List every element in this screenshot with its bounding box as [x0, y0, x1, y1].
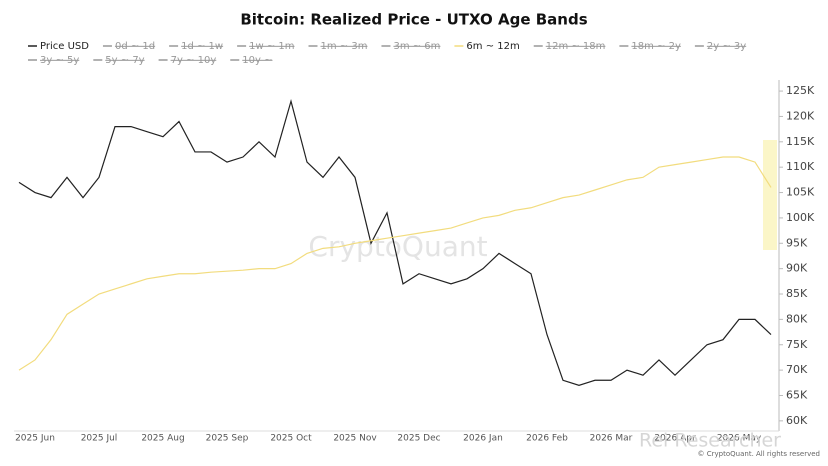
x-tick-label: 2026 Feb	[526, 434, 568, 444]
y-tick-label: 120K	[786, 109, 815, 122]
series-line	[18, 156, 772, 371]
y-tick-label: 95K	[786, 236, 808, 249]
legend-label: 5y ~ 7y	[105, 55, 144, 66]
legend-label: 6m ~ 12m	[466, 41, 519, 52]
y-tick-label: 105K	[786, 186, 815, 199]
credit: Rei Researcher	[639, 430, 781, 452]
x-tick-label: 2026 Jan	[463, 434, 503, 444]
y-tick-label: 80K	[786, 312, 808, 325]
legend-label: 18m ~ 2y	[631, 41, 681, 52]
y-tick-label: 115K	[786, 135, 815, 148]
x-tick-label: 2025 Jun	[15, 434, 55, 444]
legend-label: Price USD	[40, 41, 89, 52]
legend-label: 1d ~ 1w	[181, 41, 223, 52]
legend-label: 1m ~ 3m	[321, 41, 368, 52]
watermark: CryptoQuant	[308, 230, 487, 263]
x-tick-label: 2026 Mar	[590, 434, 633, 444]
x-tick-label: 2026 May	[717, 434, 762, 444]
highlight-box	[763, 140, 777, 250]
x-tick-label: 2025 Jul	[81, 434, 118, 444]
y-tick-label: 100K	[786, 211, 815, 224]
y-tick-label: 90K	[786, 262, 808, 275]
legend-label: 12m ~ 18m	[546, 41, 606, 52]
legend-label: 3m ~ 6m	[393, 41, 440, 52]
x-tick-label: 2025 Sep	[206, 434, 249, 444]
x-tick-label: 2025 Dec	[397, 434, 440, 444]
y-tick-label: 110K	[786, 160, 815, 173]
legend-label: 3y ~ 5y	[40, 55, 79, 66]
x-tick-label: 2025 Oct	[270, 434, 312, 444]
legend-label: 10y ~	[242, 55, 272, 66]
legend-label: 7y ~ 10y	[171, 55, 217, 66]
y-tick-label: 60K	[786, 414, 808, 427]
chart-title: Bitcoin: Realized Price - UTXO Age Bands	[240, 11, 587, 29]
y-tick-label: 75K	[786, 338, 808, 351]
x-tick-label: 2025 Aug	[141, 434, 184, 444]
y-tick-label: 125K	[786, 84, 815, 97]
y-tick-label: 65K	[786, 388, 808, 401]
legend-label: 2y ~ 3y	[707, 41, 746, 52]
series-line	[18, 98, 772, 386]
y-tick-label: 70K	[786, 363, 808, 376]
x-tick-label: 2026 Apr	[654, 434, 696, 444]
copyright: © CryptoQuant. All rights reserved	[698, 450, 820, 458]
y-tick-label: 85K	[786, 287, 808, 300]
x-tick-label: 2025 Nov	[333, 434, 377, 444]
legend-label: 1w ~ 1m	[249, 41, 294, 52]
legend-label: 0d ~ 1d	[115, 41, 155, 52]
